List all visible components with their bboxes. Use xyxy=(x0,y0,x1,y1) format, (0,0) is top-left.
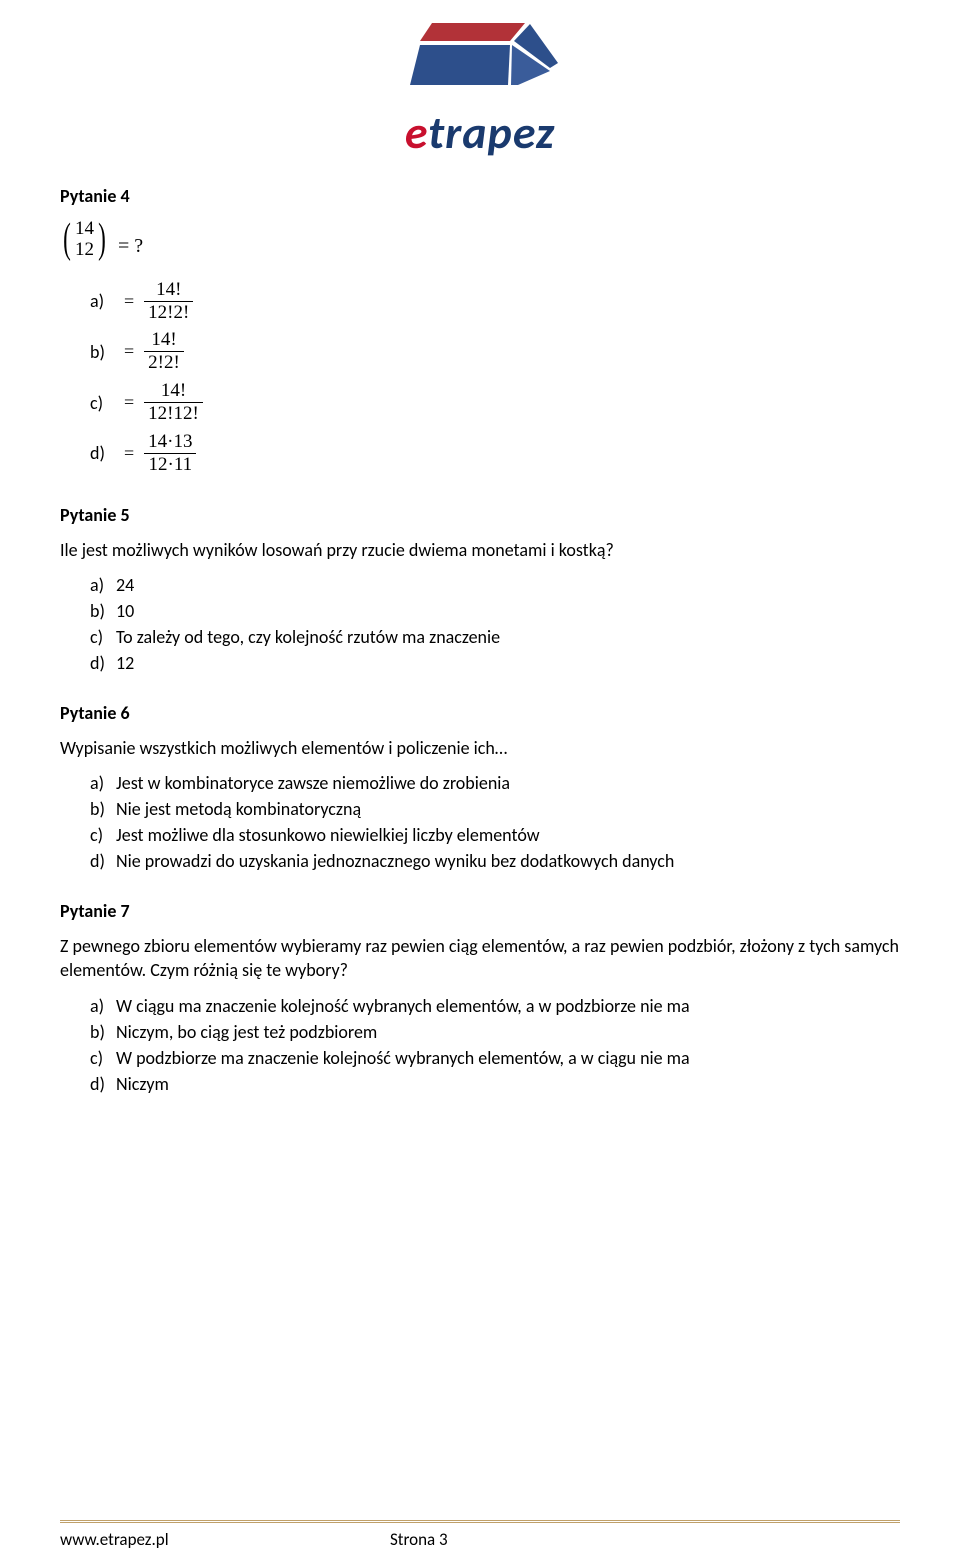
q5-body: Ile jest możliwych wyników losowań przy … xyxy=(60,538,900,562)
logo-text: etrapez xyxy=(390,105,570,161)
q7-option-b: b)Niczym, bo ciąg jest też podzbiorem xyxy=(90,1021,900,1043)
footer-rule xyxy=(60,1520,900,1523)
q4-option-d: d) = 14·13 12·11 xyxy=(90,431,900,476)
q5-title: Pytanie 5 xyxy=(60,504,900,526)
fraction: 14! 12!2! xyxy=(144,279,193,324)
page-footer: www.etrapez.pl Strona 3 xyxy=(60,1520,900,1550)
binomial-coeff: ( 14 12 ) xyxy=(60,219,109,261)
q4-options: a) = 14! 12!2! b) = 14! 2!2! c) = 14! 12… xyxy=(90,279,900,476)
footer-page: Strona 3 xyxy=(390,1529,448,1550)
footer-url: www.etrapez.pl xyxy=(60,1529,390,1550)
opt-label: a) xyxy=(90,290,120,312)
q5-option-d: d)12 xyxy=(90,652,900,674)
q4-option-c: c) = 14! 12!12! xyxy=(90,380,900,425)
logo: etrapez xyxy=(390,15,570,161)
q6-option-a: a)Jest w kombinatoryce zawsze niemożliwe… xyxy=(90,772,900,794)
binom-bottom: 12 xyxy=(75,240,94,261)
opt-label: c) xyxy=(90,392,120,414)
q6-option-c: c)Jest możliwe dla stosunkowo niewielkie… xyxy=(90,824,900,846)
q5-option-b: b)10 xyxy=(90,600,900,622)
opt-label: d) xyxy=(90,442,120,464)
q7-option-a: a)W ciągu ma znaczenie kolejność wybrany… xyxy=(90,995,900,1017)
q4-option-a: a) = 14! 12!2! xyxy=(90,279,900,324)
q4-title: Pytanie 4 xyxy=(60,185,900,207)
q5-option-c: c)To zależy od tego, czy kolejność rzutó… xyxy=(90,626,900,648)
q4-formula: ( 14 12 ) = ? xyxy=(60,219,900,261)
binom-rhs: = ? xyxy=(118,235,143,257)
q4-option-b: b) = 14! 2!2! xyxy=(90,329,900,374)
logo-rest: trapez xyxy=(428,105,555,161)
q6-title: Pytanie 6 xyxy=(60,702,900,724)
binom-top: 14 xyxy=(75,219,94,240)
opt-label: b) xyxy=(90,341,120,363)
q6-option-d: d)Nie prowadzi do uzyskania jednoznaczne… xyxy=(90,850,900,872)
q7-options: a)W ciągu ma znaczenie kolejność wybrany… xyxy=(90,995,900,1095)
fraction: 14! 2!2! xyxy=(144,329,184,374)
q6-options: a)Jest w kombinatoryce zawsze niemożliwe… xyxy=(90,772,900,872)
q7-title: Pytanie 7 xyxy=(60,900,900,922)
q7-body: Z pewnego zbioru elementów wybieramy raz… xyxy=(60,934,900,983)
q7-option-c: c)W podzbiorze ma znaczenie kolejność wy… xyxy=(90,1047,900,1069)
logo-shape xyxy=(390,15,570,100)
fraction: 14·13 12·11 xyxy=(144,431,196,476)
q5-option-a: a)24 xyxy=(90,574,900,596)
page-content: Pytanie 4 ( 14 12 ) = ? a) = 14! 12!2! b… xyxy=(60,185,900,1099)
logo-prefix: e xyxy=(405,105,428,161)
q5-options: a)24 b)10 c)To zależy od tego, czy kolej… xyxy=(90,574,900,674)
q6-body: Wypisanie wszystkich możliwych elementów… xyxy=(60,736,900,760)
q7-option-d: d)Niczym xyxy=(90,1073,900,1095)
fraction: 14! 12!12! xyxy=(144,380,203,425)
q6-option-b: b)Nie jest metodą kombinatoryczną xyxy=(90,798,900,820)
